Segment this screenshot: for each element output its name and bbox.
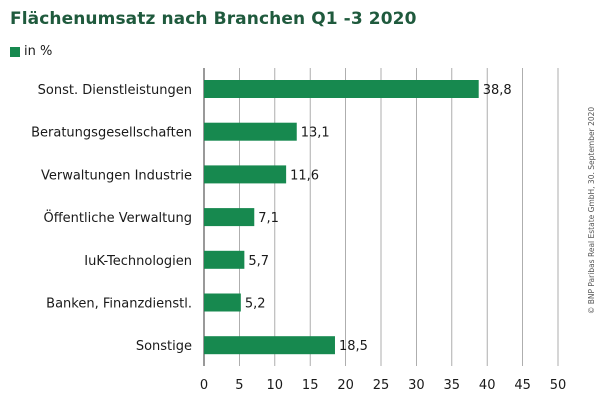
bar [204, 122, 297, 141]
bar [204, 293, 241, 312]
x-axis-ticks: 0 5 10 15 20 25 30 35 40 45 50 [200, 378, 566, 393]
category-label: Sonstige [136, 339, 192, 354]
value-label: 18,5 [339, 339, 368, 354]
value-label: 11,6 [290, 168, 319, 183]
x-tick-label: 20 [337, 378, 354, 393]
source-note: © BNP Paribas Real Estate GmbH, 30. Sept… [584, 60, 600, 360]
bar [204, 250, 245, 269]
x-tick-label: 40 [479, 378, 496, 393]
x-tick-label: 35 [444, 378, 461, 393]
category-label: Verwaltungen Industrie [41, 168, 192, 183]
category-label: Sonst. Dienstleistungen [38, 83, 192, 98]
x-tick-label: 15 [302, 378, 319, 393]
bar [204, 336, 335, 355]
x-tick-label: 10 [267, 378, 284, 393]
x-tick-label: 0 [200, 378, 208, 393]
value-label: 7,1 [258, 211, 279, 226]
source-text: © BNP Paribas Real Estate GmbH, 30. Sept… [587, 106, 597, 314]
legend-label: in % [24, 44, 53, 59]
x-tick-label: 50 [550, 378, 567, 393]
chart-title: Flächenumsatz nach Branchen Q1 -3 2020 [10, 9, 417, 29]
category-label: Öffentliche Verwaltung [43, 209, 192, 226]
category-labels: Sonst. Dienstleistungen Beratungsgesellsc… [31, 83, 192, 354]
bar [204, 208, 255, 227]
gridlines [203, 68, 559, 366]
value-label: 38,8 [483, 83, 512, 98]
value-label: 5,7 [248, 254, 269, 269]
x-tick-label: 30 [408, 378, 425, 393]
x-tick-label: 5 [235, 378, 243, 393]
x-tick-label: 45 [514, 378, 531, 393]
value-label: 13,1 [301, 126, 330, 141]
bar [204, 80, 479, 98]
category-label: Banken, Finanzdienstl. [46, 297, 192, 312]
bars [204, 80, 479, 355]
bar [204, 165, 287, 184]
x-tick-label: 25 [373, 378, 390, 393]
value-labels: 38,8 13,1 11,6 7,1 5,7 5,2 18,5 [245, 83, 512, 354]
legend-swatch [10, 46, 20, 57]
legend: in % [10, 44, 52, 59]
value-label: 5,2 [245, 297, 266, 312]
category-label: Beratungsgesellschaften [31, 126, 192, 141]
category-label: IuK-Technologien [84, 254, 192, 269]
